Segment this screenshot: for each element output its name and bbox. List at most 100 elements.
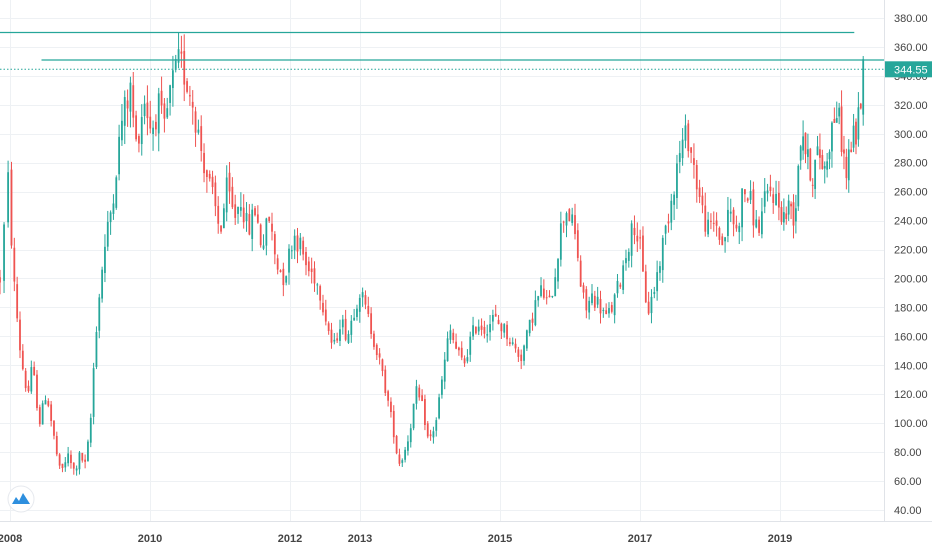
candle-body	[409, 428, 412, 443]
candle-body	[132, 85, 135, 118]
candle-body	[819, 149, 821, 158]
candle-body	[126, 100, 129, 109]
candle-body	[811, 184, 814, 186]
x-tick-label: 2017	[628, 533, 652, 545]
candle-body	[146, 102, 149, 119]
candle-body	[446, 338, 449, 362]
candle-body	[633, 227, 636, 236]
candle-body	[404, 449, 407, 460]
candle-body	[735, 224, 738, 229]
y-tick-label: 380.00	[894, 13, 928, 25]
candle-body	[568, 209, 571, 222]
candle-body	[511, 342, 514, 344]
tradingview-logo-button[interactable]	[7, 485, 35, 513]
y-tick-label: 160.00	[894, 331, 928, 343]
candle-body	[217, 205, 220, 224]
candle-body	[627, 251, 630, 261]
candle-body	[565, 213, 568, 226]
candle-body	[664, 225, 667, 234]
candle-body	[262, 245, 265, 249]
candle-body	[353, 317, 356, 321]
candle-body	[531, 318, 534, 323]
candle-body	[661, 237, 664, 271]
candle-body	[622, 265, 625, 290]
candle-body	[33, 366, 36, 376]
candle-body	[375, 344, 378, 356]
x-tick-label: 2019	[768, 533, 792, 545]
candle-body	[494, 313, 497, 317]
candle-body	[804, 132, 807, 155]
candle-body	[715, 220, 718, 226]
candle-body	[701, 195, 704, 206]
candle-body	[333, 339, 336, 342]
candle-body	[608, 308, 610, 314]
candle-body	[458, 347, 460, 351]
candle-body	[421, 395, 423, 402]
candle-body	[678, 153, 681, 163]
candle-body	[231, 186, 234, 208]
candle-body	[30, 367, 33, 392]
candle-body	[418, 387, 421, 398]
candle-body	[752, 189, 755, 226]
candle-body	[746, 198, 749, 201]
candle-body	[194, 111, 197, 133]
candle-body	[55, 435, 58, 455]
candle-body	[772, 194, 775, 203]
candle-body	[862, 59, 865, 115]
candle-body	[653, 292, 656, 294]
candle-body	[38, 407, 41, 425]
candle-body	[542, 288, 545, 298]
candle-body	[766, 190, 769, 194]
candle-body	[500, 323, 503, 332]
candle-body	[763, 191, 766, 207]
candle-body	[673, 194, 676, 205]
candle-body	[234, 204, 237, 218]
candle-body	[681, 139, 684, 159]
x-tick-label: 2015	[488, 533, 512, 545]
candle-body	[398, 454, 401, 464]
price-axis[interactable]: 40.00 60.00 80.00 100.00 120.00 140.00 160.00 1…	[894, 13, 928, 517]
candle-body	[435, 420, 438, 431]
candle-body	[177, 49, 180, 63]
candle-body	[41, 403, 44, 425]
candle-body	[474, 326, 477, 334]
candle-body	[443, 359, 446, 382]
candle-body	[242, 207, 245, 223]
candle-body	[821, 155, 824, 169]
candle-body	[104, 246, 106, 273]
candle-body	[19, 319, 21, 351]
candle-body	[279, 270, 282, 272]
candle-body	[760, 211, 763, 235]
candle-body	[50, 404, 53, 421]
candle-body	[245, 212, 248, 222]
candle-body	[36, 374, 38, 409]
candle-body	[319, 286, 322, 301]
cloud-icon	[12, 493, 30, 504]
candle-body	[21, 350, 24, 370]
candle-body	[350, 320, 353, 335]
time-axis[interactable]: 2008 2010 2012 2013 2015 2017 2019	[0, 533, 792, 545]
candle-body	[358, 297, 361, 312]
candle-body	[426, 423, 429, 437]
candle-body	[98, 297, 101, 331]
candle-body	[850, 149, 853, 152]
candle-body	[497, 319, 500, 325]
candle-body	[441, 379, 443, 395]
candle-body	[639, 237, 642, 239]
candle-body	[619, 284, 622, 287]
y-tick-label: 180.00	[894, 302, 928, 314]
candle-body	[508, 342, 511, 344]
candle-body	[792, 202, 795, 226]
candle-body	[95, 331, 98, 367]
candle-body	[466, 357, 469, 362]
y-tick-label: 220.00	[894, 245, 928, 257]
candle-body	[523, 345, 525, 361]
candle-body	[831, 122, 833, 152]
last-price-label: 344.55	[885, 61, 932, 78]
x-tick-label: 2013	[348, 533, 372, 545]
candle-body	[378, 353, 381, 358]
candle-body	[293, 235, 296, 251]
candle-body	[3, 224, 5, 281]
